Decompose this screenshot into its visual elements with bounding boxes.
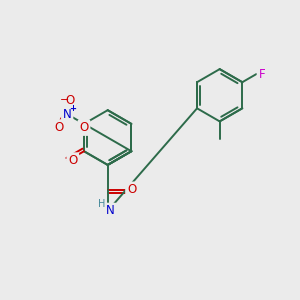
Text: N: N <box>106 205 115 218</box>
Text: F: F <box>259 68 265 81</box>
Text: O: O <box>68 154 77 167</box>
Text: +: + <box>69 104 76 113</box>
Text: O: O <box>80 121 88 134</box>
Text: O: O <box>55 121 64 134</box>
Text: N: N <box>63 108 72 121</box>
Text: −: − <box>60 94 69 105</box>
Text: O: O <box>66 94 75 107</box>
Text: O: O <box>127 183 136 196</box>
Text: H: H <box>98 199 105 209</box>
